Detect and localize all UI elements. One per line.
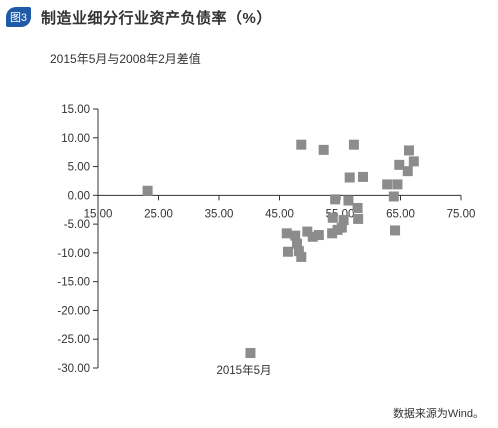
chart-title: 制造业细分行业资产负债率（%）: [41, 9, 272, 27]
data-point: [343, 195, 354, 206]
data-point: [327, 228, 338, 239]
x-tick-label: 15.00: [84, 208, 113, 220]
data-point: [357, 171, 368, 182]
data-point: [281, 228, 292, 239]
figure-badge: 图3: [6, 7, 31, 27]
data-point: [403, 145, 414, 156]
data-point: [307, 231, 318, 242]
data-point: [402, 166, 413, 177]
x-tick-label: 45.00: [265, 208, 294, 220]
y-tick-label: -20.00: [57, 305, 90, 317]
figure-header: 图3 制造业细分行业资产负债率（%）: [6, 6, 272, 28]
data-point: [296, 139, 307, 150]
y-tick-label: -25.00: [57, 334, 90, 346]
data-point: [352, 202, 363, 213]
data-point: [245, 348, 256, 359]
y-tick-label: -5.00: [64, 219, 90, 231]
data-point: [382, 179, 393, 190]
x-tick-label: 65.00: [386, 208, 415, 220]
y-tick-label: 15.00: [61, 104, 90, 116]
x-tick-label: 75.00: [447, 208, 476, 220]
data-point: [336, 222, 347, 233]
data-point: [338, 215, 349, 226]
source-note: 数据来源为Wind。: [392, 408, 484, 420]
x-axis-label: 2015年5月: [217, 363, 272, 377]
data-point: [388, 191, 399, 202]
chart-subtitle: 2015年5月与2008年2月差值: [50, 52, 201, 66]
data-point: [313, 230, 324, 241]
data-point: [142, 185, 153, 196]
y-tick-label: 10.00: [61, 133, 90, 145]
data-point: [330, 194, 341, 205]
x-tick-label: 25.00: [144, 208, 173, 220]
y-tick-label: 0.00: [68, 190, 90, 202]
data-point: [293, 246, 304, 257]
data-point: [348, 139, 359, 150]
data-point: [327, 212, 338, 223]
data-point: [390, 225, 401, 236]
data-point: [394, 159, 405, 170]
y-tick-label: -10.00: [57, 248, 90, 260]
data-point: [282, 246, 293, 257]
data-point: [296, 251, 307, 262]
data-point: [392, 179, 403, 190]
x-tick-label: 35.00: [205, 208, 234, 220]
data-point: [290, 230, 301, 241]
data-point: [408, 156, 419, 167]
data-point: [318, 144, 329, 155]
y-tick-label: -30.00: [57, 363, 90, 375]
data-point: [292, 238, 303, 249]
data-point: [344, 172, 355, 183]
data-point: [353, 213, 364, 224]
y-tick-label: 5.00: [68, 162, 90, 174]
data-point: [302, 226, 313, 237]
y-tick-label: -15.00: [57, 277, 90, 289]
